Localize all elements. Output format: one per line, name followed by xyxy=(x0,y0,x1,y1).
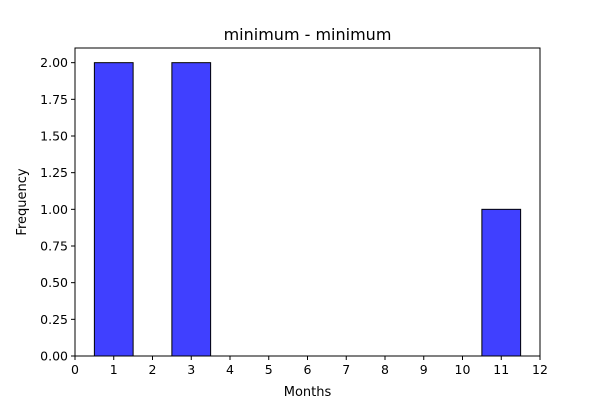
histogram-bar-3 xyxy=(481,208,522,357)
chart-title: minimum - minimum xyxy=(224,25,392,44)
x-tick-label: 4 xyxy=(226,362,234,377)
plot-frame xyxy=(74,47,541,357)
histogram-bar-1 xyxy=(93,62,134,357)
y-tick-label: 1.00 xyxy=(40,202,68,217)
y-tick-label: 0.00 xyxy=(40,349,68,364)
y-tick-label: 0.75 xyxy=(40,239,68,254)
x-tick-label: 0 xyxy=(71,362,79,377)
x-tick-label: 9 xyxy=(420,362,428,377)
bars-group xyxy=(93,62,522,357)
y-axis-ticks: 0.00 0.25 0.50 0.75 1.00 1.25 1.50 1.75 2.00 xyxy=(40,55,75,364)
y-axis-label: Frequency xyxy=(15,168,30,235)
x-tick-label: 3 xyxy=(187,362,195,377)
x-tick-label: 2 xyxy=(149,362,157,377)
y-tick-label: 1.25 xyxy=(40,165,68,180)
x-tick-label: 7 xyxy=(342,362,350,377)
x-tick-label: 6 xyxy=(304,362,312,377)
y-tick-label: 2.00 xyxy=(40,55,68,70)
x-tick-label: 1 xyxy=(110,362,118,377)
x-axis-ticks: 0 1 2 3 4 5 6 7 8 9 10 11 12 xyxy=(71,356,548,377)
x-axis-label: Months xyxy=(284,385,332,400)
histogram-bar-2 xyxy=(171,62,212,357)
x-tick-label: 11 xyxy=(493,362,509,377)
x-tick-label: 8 xyxy=(381,362,389,377)
x-tick-label: 5 xyxy=(265,362,273,377)
y-tick-label: 0.25 xyxy=(40,312,68,327)
y-tick-label: 0.50 xyxy=(40,275,68,290)
x-tick-label: 12 xyxy=(532,362,548,377)
y-tick-label: 1.50 xyxy=(40,129,68,144)
x-tick-label: 10 xyxy=(455,362,471,377)
y-tick-label: 1.75 xyxy=(40,92,68,107)
